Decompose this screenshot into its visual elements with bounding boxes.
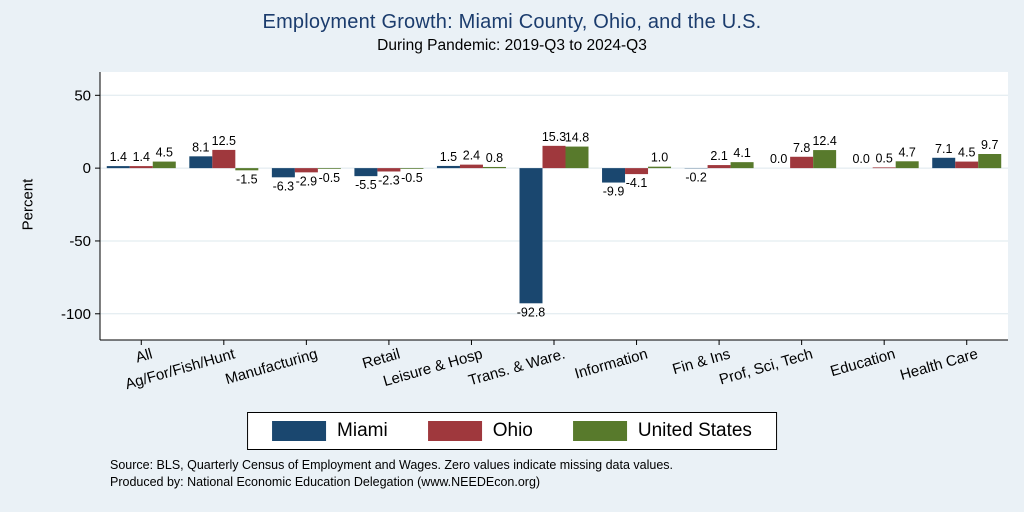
- bar-ohio: [955, 161, 979, 169]
- bar-united-states: [482, 166, 506, 169]
- legend-item-united-states: United States: [572, 420, 752, 442]
- bar-value-label: 12.5: [212, 134, 236, 148]
- bar-miami: [932, 157, 956, 169]
- bar-united-states: [895, 161, 919, 169]
- x-category-label: Education: [828, 346, 897, 381]
- bar-value-label: 15.3: [542, 130, 566, 144]
- bar-value-label: -9.9: [603, 185, 625, 199]
- x-category-label: Manufacturing: [223, 346, 319, 389]
- bar-value-label: -0.2: [685, 170, 707, 184]
- bar-miami: [271, 168, 295, 178]
- bar-value-label: 1.5: [440, 150, 457, 164]
- bar-value-label: -2.9: [296, 174, 318, 188]
- bar-value-label: 2.4: [463, 149, 480, 163]
- bar-united-states: [978, 154, 1002, 169]
- bar-value-label: 14.8: [565, 131, 589, 145]
- bar-value-label: 7.8: [793, 141, 810, 155]
- bar-miami: [436, 165, 460, 169]
- bar-ohio: [625, 168, 649, 175]
- bar-value-label: 9.7: [981, 138, 998, 152]
- y-tick-label: 50: [74, 87, 91, 104]
- bar-miami: [602, 168, 626, 183]
- bar-miami: [354, 168, 378, 177]
- bar-value-label: -6.3: [273, 179, 295, 193]
- bar-value-label: 8.1: [192, 140, 209, 154]
- bar-ohio: [790, 156, 814, 169]
- bar-ohio: [377, 168, 401, 172]
- bar-value-label: 4.5: [156, 146, 173, 160]
- bar-value-label: 4.5: [958, 146, 975, 160]
- bar-ohio: [294, 168, 318, 173]
- bar-miami: [106, 166, 130, 169]
- bar-ohio: [542, 145, 566, 169]
- y-tick-label: 0: [83, 160, 91, 177]
- bar-value-label: 2.1: [710, 149, 727, 163]
- bar-value-label: -4.1: [626, 176, 648, 190]
- plot-area: [100, 72, 1008, 340]
- y-tick-label: -50: [69, 233, 91, 250]
- footnotes: Source: BLS, Quarterly Census of Employm…: [110, 457, 673, 491]
- bar-value-label: 0.0: [852, 152, 869, 166]
- bar-united-states: [813, 150, 837, 169]
- bar-united-states: [400, 168, 424, 169]
- bar-value-label: 4.7: [898, 145, 915, 159]
- bar-ohio: [459, 164, 483, 169]
- bar-value-label: -5.5: [355, 178, 377, 192]
- producer-note: Produced by: National Economic Education…: [110, 474, 541, 489]
- bar-united-states: [565, 146, 589, 169]
- legend-label-miami: Miami: [337, 420, 388, 441]
- x-category-label: Retail: [360, 346, 402, 373]
- bar-value-label: 4.1: [733, 146, 750, 160]
- bar-ohio: [212, 149, 236, 169]
- bar-value-label: -0.5: [319, 171, 341, 185]
- bar-united-states: [317, 168, 341, 169]
- bar-value-label: 0.0: [770, 152, 787, 166]
- x-category-label: All: [134, 346, 155, 367]
- legend-item-miami: Miami: [272, 420, 388, 442]
- bar-miami: [189, 156, 213, 169]
- bar-value-label: -1.5: [236, 172, 258, 186]
- bar-miami: [519, 168, 543, 304]
- legend-swatch-ohio: [427, 421, 482, 441]
- x-category-label: Prof, Sci, Tech: [717, 346, 814, 389]
- bar-united-states: [235, 168, 259, 171]
- bar-ohio: [707, 165, 731, 169]
- y-tick-label: -100: [61, 306, 91, 323]
- bar-value-label: -2.3: [378, 173, 400, 187]
- bar-united-states: [730, 162, 754, 169]
- bar-value-label: -92.8: [517, 305, 546, 319]
- legend-swatch-miami: [272, 421, 327, 441]
- bar-ohio: [129, 166, 153, 169]
- legend-swatch-united-states: [572, 421, 627, 441]
- bar-value-label: 7.1: [935, 142, 952, 156]
- bar-value-label: 0.8: [486, 151, 503, 165]
- x-category-label: Information: [573, 346, 650, 383]
- x-category-label: Health Care: [898, 346, 980, 384]
- bar-united-states: [152, 161, 176, 169]
- legend-item-ohio: Ohio: [427, 420, 533, 442]
- bar-value-label: 1.0: [651, 151, 668, 165]
- bar-value-label: 0.5: [875, 151, 892, 165]
- source-note: Source: BLS, Quarterly Census of Employm…: [110, 458, 674, 472]
- bar-value-label: 1.4: [110, 150, 127, 164]
- bar-ohio: [872, 167, 896, 169]
- bar-value-label: 1.4: [133, 150, 150, 164]
- legend: Miami Ohio United States: [247, 412, 777, 450]
- legend-label-united-states: United States: [637, 420, 752, 441]
- bar-value-label: -0.5: [401, 171, 423, 185]
- chart-subtitle: During Pandemic: 2019-Q3 to 2024-Q3: [377, 37, 647, 54]
- chart-title: Employment Growth: Miami County, Ohio, a…: [262, 11, 762, 33]
- legend-label-ohio: Ohio: [492, 420, 533, 441]
- bar-value-label: 12.4: [812, 134, 836, 148]
- bar-united-states: [648, 166, 672, 169]
